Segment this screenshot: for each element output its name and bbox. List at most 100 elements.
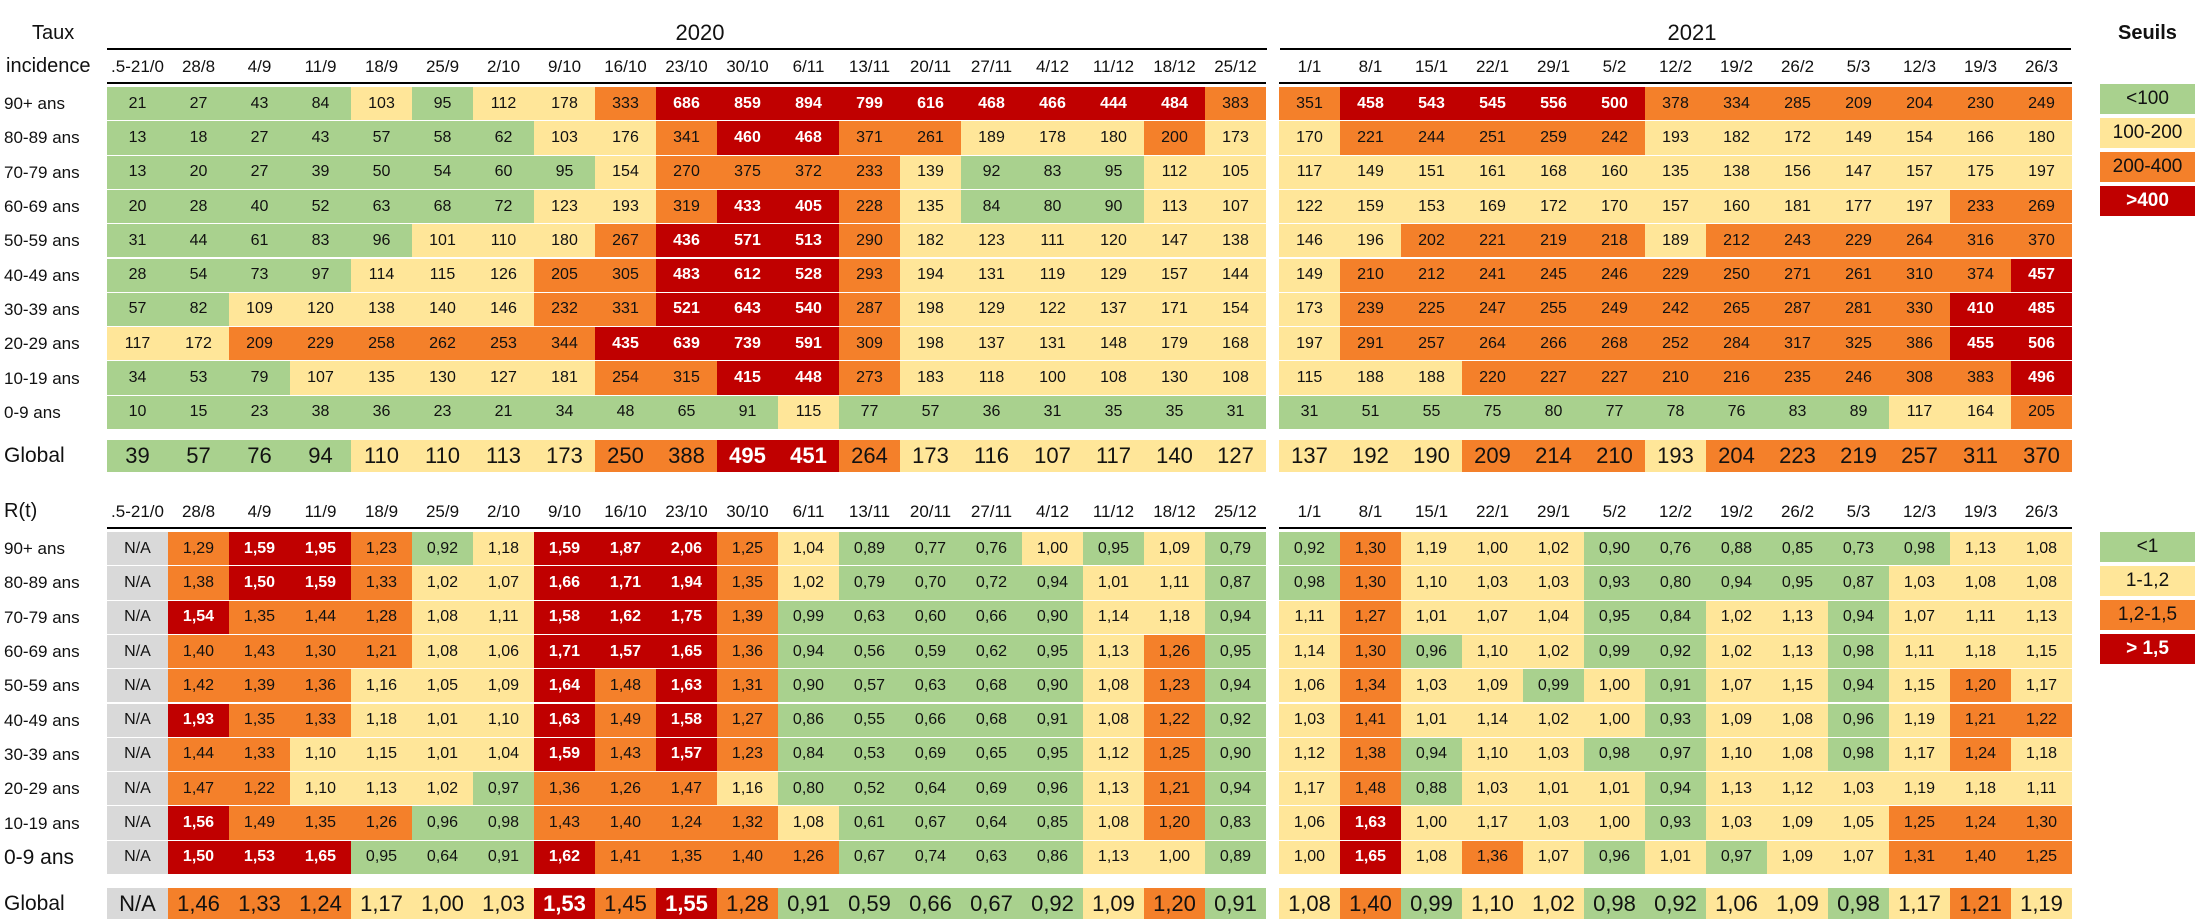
rt_section-cell: 0,99 [778,600,839,634]
incidence_section-cell: 43 [290,121,351,155]
incidence_section-cell: 75 [1462,395,1523,429]
rt_section-global-cell: 1,40 [1340,888,1401,919]
incidence_section-cell: 135 [1645,155,1706,189]
rt_section-cell: 1,10 [1401,566,1462,600]
rt_section-date-header: 12/2 [1658,502,1693,521]
rt_section-date-header: 4/9 [247,502,272,521]
rt_section-global-cell: 1,24 [290,888,351,919]
rt_section-cell: 1,01 [1401,703,1462,737]
rt_section-cell: 1,38 [1340,737,1401,772]
incidence_section-cell: 171 [1144,292,1205,327]
rt_section-global-cell: 1,19 [2011,888,2072,919]
rt_section-cell: 1,16 [351,669,412,703]
incidence_section-cell: 179 [1144,327,1205,361]
rt_section-cell: 1,02 [1706,634,1767,669]
rt_section-cell: 1,07 [1462,600,1523,634]
incidence_section-cell: 331 [595,292,656,327]
rt_section-date-header: 26/3 [2024,502,2059,521]
rt_section-row-label: 0-9 ans [4,845,75,869]
incidence_section-cell: 40 [229,189,290,224]
incidence_section-cell: 254 [595,361,656,395]
incidence_section-cell: 97 [290,258,351,292]
rt_section-cell: 1,06 [473,634,534,669]
rt_section-cell: 1,08 [1767,737,1828,772]
incidence_section-cell: 188 [1401,361,1462,395]
incidence_section-global-cell: 257 [1889,440,1950,472]
incidence_section-cell: 27 [229,155,290,189]
incidence_section-cell: 13 [107,121,168,155]
incidence_section-date-header: .5-21/0 [111,57,164,76]
rt_section-cell: 1,24 [1950,806,2011,840]
rt_section-cell: 1,02 [1706,600,1767,634]
incidence_section-date-header: 12/3 [1902,57,1937,76]
rt_section-cell: 0,90 [778,669,839,703]
incidence_section-global-cell: 223 [1767,440,1828,472]
rt_section-cell: 1,34 [1340,669,1401,703]
rt_section-cell: 0,94 [1828,600,1889,634]
incidence_section-cell: 160 [1706,189,1767,224]
rt_section-cell: 0,90 [1022,600,1083,634]
rt_section-cell: 0,69 [961,772,1022,806]
rt_section-cell: 1,49 [229,806,290,840]
incidence_section-cell: 127 [473,361,534,395]
rt_section-global-cell: 0,66 [900,888,961,919]
incidence_section-cell: 227 [1584,361,1645,395]
rt_section-date-header: 26/2 [1780,502,1815,521]
incidence_section-cell: 266 [1523,327,1584,361]
rt_section-cell: 0,91 [1645,669,1706,703]
incidence_section-cell: 241 [1462,258,1523,292]
incidence_section-cell: 513 [778,224,839,258]
incidence_section-cell: 157 [1144,258,1205,292]
incidence_section-cell: 378 [1645,87,1706,121]
incidence_section-cell: 21 [473,395,534,429]
incidence_section-cell: 198 [900,327,961,361]
incidence_section-cell: 228 [839,189,900,224]
rt_section-cell: 0,93 [1645,703,1706,737]
incidence_section-cell: 31 [107,224,168,258]
rt_section-cell: 1,87 [595,532,656,566]
rt_section-cell: 1,40 [717,840,778,874]
rt_section-global-cell: 1,10 [1462,888,1523,919]
incidence_section-global-cell: 76 [229,440,290,472]
rt_section-cell: 1,48 [595,669,656,703]
rt_section-cell: 1,35 [290,806,351,840]
incidence_section-cell: 82 [168,292,229,327]
incidence_section-cell: 138 [351,292,412,327]
incidence_section-cell: 57 [107,292,168,327]
rt_section-cell: 1,30 [1340,634,1401,669]
incidence_section-cell: 351 [1279,87,1340,121]
rt_section-cell: 1,08 [1950,566,2011,600]
incidence_section-cell: 468 [961,87,1022,121]
incidence_section-global-cell: 173 [534,440,595,472]
incidence_section-row-label: 70-79 ans [4,162,80,182]
legend-rt-threshold: 1-1,2 [2100,566,2195,596]
rt_section-cell: 1,43 [534,806,595,840]
incidence_section-cell: 146 [473,292,534,327]
incidence_section-cell: 178 [1022,121,1083,155]
incidence_section-cell: 90 [1083,189,1144,224]
incidence_section-cell: 251 [1462,121,1523,155]
incidence_section-cell: 148 [1083,327,1144,361]
rt_section-cell: 1,00 [1584,669,1645,703]
year-underline-2020 [107,48,1267,50]
incidence_section-cell: 458 [1340,87,1401,121]
rt_section-global-cell: 1,02 [1523,888,1584,919]
incidence_section-cell: 246 [1584,258,1645,292]
incidence_section-cell: 182 [900,224,961,258]
rt_section-cell: 1,00 [1462,532,1523,566]
rt_section-cell: 1,58 [534,600,595,634]
incidence_section-cell: 273 [839,361,900,395]
rt_section-date-header: 5/2 [1602,502,1627,521]
incidence_section-cell: 139 [900,155,961,189]
rt_section-cell: 0,66 [961,600,1022,634]
rt_section-cell: 1,08 [2011,566,2072,600]
rt_section-cell: 1,18 [351,703,412,737]
incidence_section-global-cell: 264 [839,440,900,472]
rt_section-cell: 0,89 [1205,840,1266,874]
rt_section-cell: 1,09 [1144,532,1205,566]
rt_section-cell: 1,57 [656,737,717,772]
rt_section-cell: 1,05 [412,669,473,703]
incidence_section-cell: 262 [412,327,473,361]
rt_section-cell: 1,36 [534,772,595,806]
incidence_section-cell: 115 [412,258,473,292]
